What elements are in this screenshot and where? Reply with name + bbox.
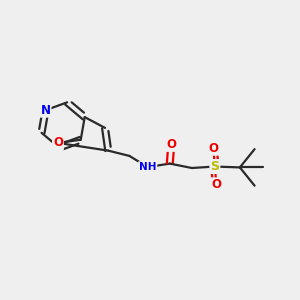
Text: O: O [211,178,221,191]
Text: NH: NH [139,162,157,172]
Text: N: N [40,104,50,117]
Text: S: S [210,160,219,173]
Text: O: O [53,136,63,149]
Text: O: O [208,142,218,155]
Text: O: O [166,138,176,151]
